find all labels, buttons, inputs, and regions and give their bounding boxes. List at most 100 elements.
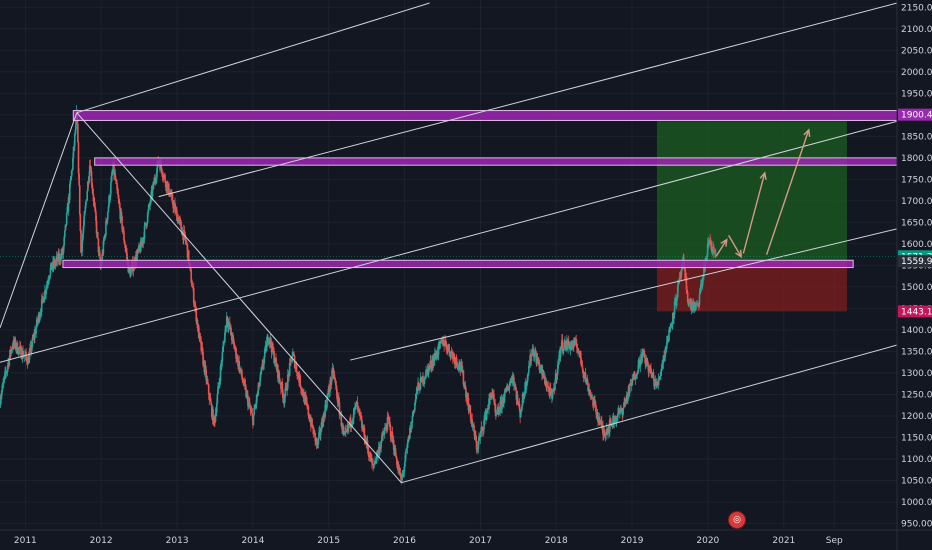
candle-body	[146, 213, 149, 223]
candle-body	[199, 332, 201, 338]
candle-body	[2, 382, 4, 384]
candle-body	[691, 306, 694, 310]
candle-body	[383, 430, 386, 435]
candle-body	[224, 332, 226, 343]
candle-body	[528, 365, 531, 367]
candle-body	[483, 419, 485, 430]
candle-body	[83, 211, 86, 216]
candle-body	[417, 382, 420, 386]
candle-body	[711, 252, 714, 254]
candle-body	[247, 395, 249, 407]
candle-body	[153, 178, 156, 185]
candle-body	[325, 407, 328, 409]
candle-body	[392, 440, 395, 451]
candle-body	[25, 356, 28, 362]
candle-body	[533, 353, 536, 358]
candle-body	[586, 378, 589, 383]
candle-body	[333, 374, 336, 378]
candle-body	[125, 250, 128, 254]
candle-body	[258, 381, 261, 387]
candle-body	[331, 369, 333, 381]
candle-body	[206, 379, 209, 384]
candle-body	[532, 348, 535, 356]
candle-body	[10, 349, 13, 354]
candle-body	[45, 289, 47, 294]
candle-body	[60, 253, 62, 261]
candle-body	[273, 351, 275, 363]
candle-body	[136, 254, 138, 262]
candle-body	[371, 458, 373, 464]
candle-body	[703, 266, 705, 277]
candle-body	[207, 383, 209, 385]
candle-body	[196, 320, 199, 329]
candle-body	[394, 447, 397, 456]
candle-body	[8, 357, 11, 366]
candle-body	[705, 258, 708, 261]
candle-body	[495, 412, 497, 415]
candle-body	[59, 260, 62, 262]
candle-body	[546, 382, 548, 389]
candle-body	[556, 375, 558, 380]
candle-body	[504, 389, 506, 393]
y-tick-label: 1200.00	[901, 412, 932, 422]
tradingview-logo-icon[interactable]: ◎	[728, 511, 746, 529]
candle-body	[708, 241, 710, 243]
candle-body	[251, 413, 254, 417]
candle-body	[186, 242, 188, 245]
candle-body	[694, 303, 696, 308]
candle-body	[71, 169, 74, 171]
trend-line	[0, 112, 78, 328]
candle-body	[557, 361, 559, 369]
candle-body	[155, 177, 158, 181]
candle-body	[4, 371, 7, 374]
candle-body	[285, 384, 288, 391]
candle-body	[464, 384, 467, 389]
candle-body	[461, 365, 464, 373]
candle-body	[373, 463, 376, 465]
candle-body	[508, 383, 511, 388]
candle-body	[229, 322, 231, 330]
candle-body	[589, 390, 591, 394]
candle-body	[223, 342, 226, 344]
candle-body	[522, 393, 525, 398]
candle-body	[68, 183, 71, 200]
candle-body	[491, 392, 493, 399]
candle-body	[456, 362, 459, 367]
candle-body	[249, 407, 252, 411]
candle-body	[344, 430, 347, 432]
candle-body	[430, 360, 432, 368]
candle-body	[103, 235, 106, 240]
candle-body	[471, 425, 474, 427]
candle-body	[320, 422, 323, 432]
y-tick-label: 1050.00	[901, 477, 932, 487]
candle-body	[686, 289, 688, 293]
candle-body	[581, 364, 583, 366]
candle-body	[199, 337, 202, 341]
candle-body	[693, 307, 696, 311]
candle-body	[485, 412, 488, 420]
candle-body	[50, 262, 53, 270]
candle-body	[205, 369, 207, 381]
candle-body	[116, 189, 119, 195]
candle-body	[534, 352, 537, 356]
candle-body	[103, 239, 105, 241]
candle-body	[360, 417, 363, 420]
candle-body	[144, 223, 147, 225]
candle-body	[468, 407, 470, 411]
candle-body	[241, 376, 244, 380]
candle-body	[693, 301, 695, 311]
candle-body	[141, 242, 143, 246]
candle-body	[691, 304, 693, 310]
y-tick-label: 950.00	[901, 520, 932, 530]
y-tick-label: 1100.00	[901, 455, 932, 465]
candle-body	[338, 397, 340, 403]
candle-body	[429, 364, 431, 368]
candle-body	[240, 369, 243, 377]
candle-body	[70, 176, 72, 181]
candle-body	[359, 411, 361, 416]
candle-body	[480, 430, 482, 434]
candle-body	[593, 399, 596, 404]
y-tick-label: 1350.00	[901, 347, 932, 357]
